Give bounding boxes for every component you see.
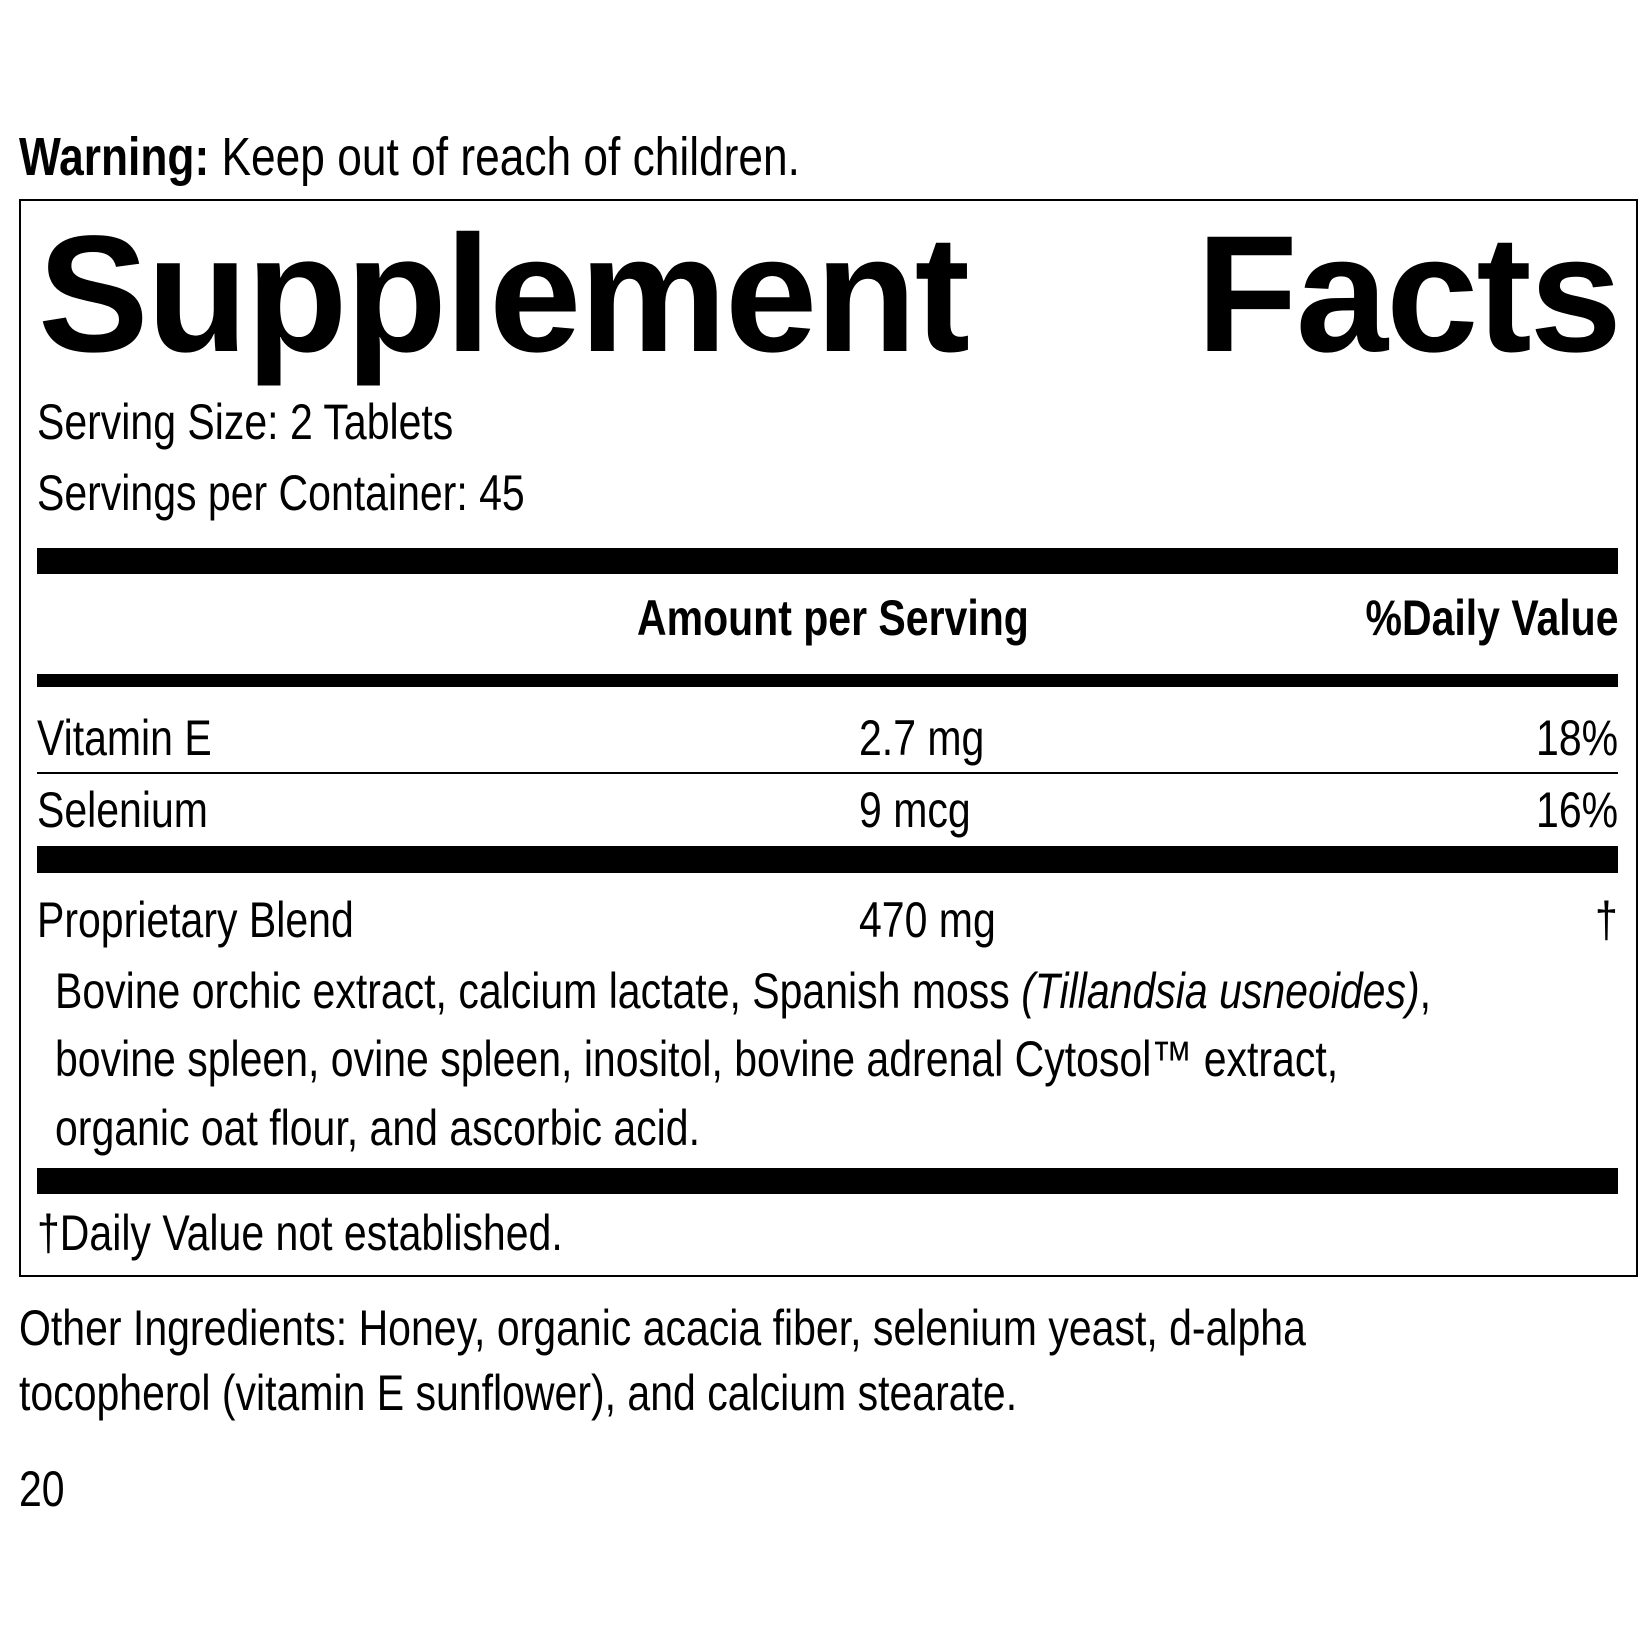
row-dv-selenium: 16% [1535, 782, 1618, 838]
row-amount-vitamin-e: 2.7 mg [859, 710, 985, 766]
daily-value-header: %Daily Value [1365, 590, 1618, 646]
blend-ingredients-line-2: bovine spleen, ovine spleen, inositol, b… [55, 1031, 1339, 1087]
page-number: 20 [19, 1461, 65, 1517]
blend-amount: 470 mg [859, 892, 996, 948]
thick-divider [37, 548, 1618, 574]
thick-divider [37, 1168, 1618, 1194]
blend-name: Proprietary Blend [37, 892, 354, 948]
other-ingredients-line-1: Other Ingredients: Honey, organic acacia… [19, 1300, 1306, 1356]
title-word-supplement: Supplement [38, 202, 970, 387]
warning-label: Warning: [19, 127, 210, 187]
row-name-vitamin-e: Vitamin E [37, 710, 212, 766]
servings-per-container: Servings per Container: 45 [37, 465, 525, 521]
blend-latin-name: (Tillandsia usneoides) [1021, 963, 1420, 1019]
thin-divider [37, 772, 1618, 774]
row-amount-selenium: 9 mcg [859, 782, 971, 838]
title-word-facts: Facts [1196, 202, 1622, 387]
amount-per-serving-header: Amount per Serving [637, 590, 1029, 646]
supplement-facts-panel [19, 199, 1638, 1277]
blend-ingredients-line-3: organic oat flour, and ascorbic acid. [55, 1100, 700, 1156]
row-name-selenium: Selenium [37, 782, 208, 838]
serving-size: Serving Size: 2 Tablets [37, 394, 454, 450]
blend-ingredients-line-1: Bovine orchic extract, calcium lactate, … [55, 966, 1431, 1016]
panel-title: Supplement Facts [38, 202, 1622, 387]
medium-divider [37, 674, 1618, 687]
blend-text: Bovine orchic extract, calcium lactate, … [55, 963, 1022, 1019]
warning-text: Warning: Keep out of reach of children. [19, 130, 800, 184]
thick-divider [37, 846, 1618, 873]
row-dv-vitamin-e: 18% [1535, 710, 1618, 766]
blend-text: , [1419, 963, 1432, 1019]
footnote: †Daily Value not established. [37, 1205, 563, 1261]
blend-dv: † [1595, 892, 1618, 948]
warning-message: Keep out of reach of children. [221, 127, 800, 187]
other-ingredients-line-2: tocopherol (vitamin E sunflower), and ca… [19, 1365, 1018, 1421]
